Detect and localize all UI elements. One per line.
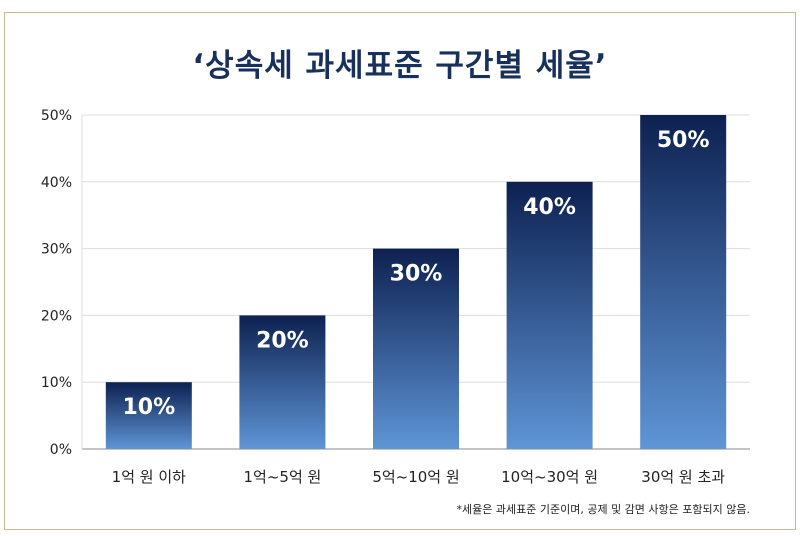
- chart-frame: [4, 12, 796, 530]
- y-tick-label: 50%: [41, 108, 72, 124]
- data-label: 30%: [390, 262, 443, 287]
- x-tick-label: 1억 원 이하: [112, 468, 186, 486]
- grid-layer: [81, 114, 750, 450]
- y-tick-label: 30%: [41, 242, 72, 258]
- bar: [239, 315, 326, 449]
- bar: [640, 115, 727, 449]
- data-label: 10%: [122, 395, 175, 420]
- label-layer: 0% 10% 20% 30% 40% 50% 10% 1억 원 이하 20% 1억~5억 원 30%…: [41, 108, 725, 486]
- bar-layer: [105, 115, 727, 450]
- x-tick-label: 30억 원 초과: [641, 468, 725, 486]
- y-tick-label: 0%: [50, 442, 72, 458]
- data-label: 50%: [657, 128, 710, 153]
- bar: [506, 181, 593, 450]
- x-tick-label: 5억~10억 원: [372, 468, 459, 486]
- chart-title: ‘상속세 과세표준 구간별 세율’: [192, 48, 608, 84]
- y-tick-label: 10%: [41, 375, 72, 391]
- bar: [105, 382, 192, 449]
- x-tick-label: 1억~5억 원: [243, 468, 321, 486]
- footnote: *세율은 과세표준 기준이며, 공제 및 감면 사항은 포함되지 않음.: [456, 503, 750, 516]
- y-tick-label: 20%: [41, 308, 72, 324]
- bar: [373, 248, 459, 449]
- y-tick-label: 40%: [41, 175, 72, 191]
- data-label: 20%: [256, 328, 309, 353]
- x-tick-label: 10억~30억 원: [501, 468, 598, 486]
- data-label: 40%: [523, 195, 576, 220]
